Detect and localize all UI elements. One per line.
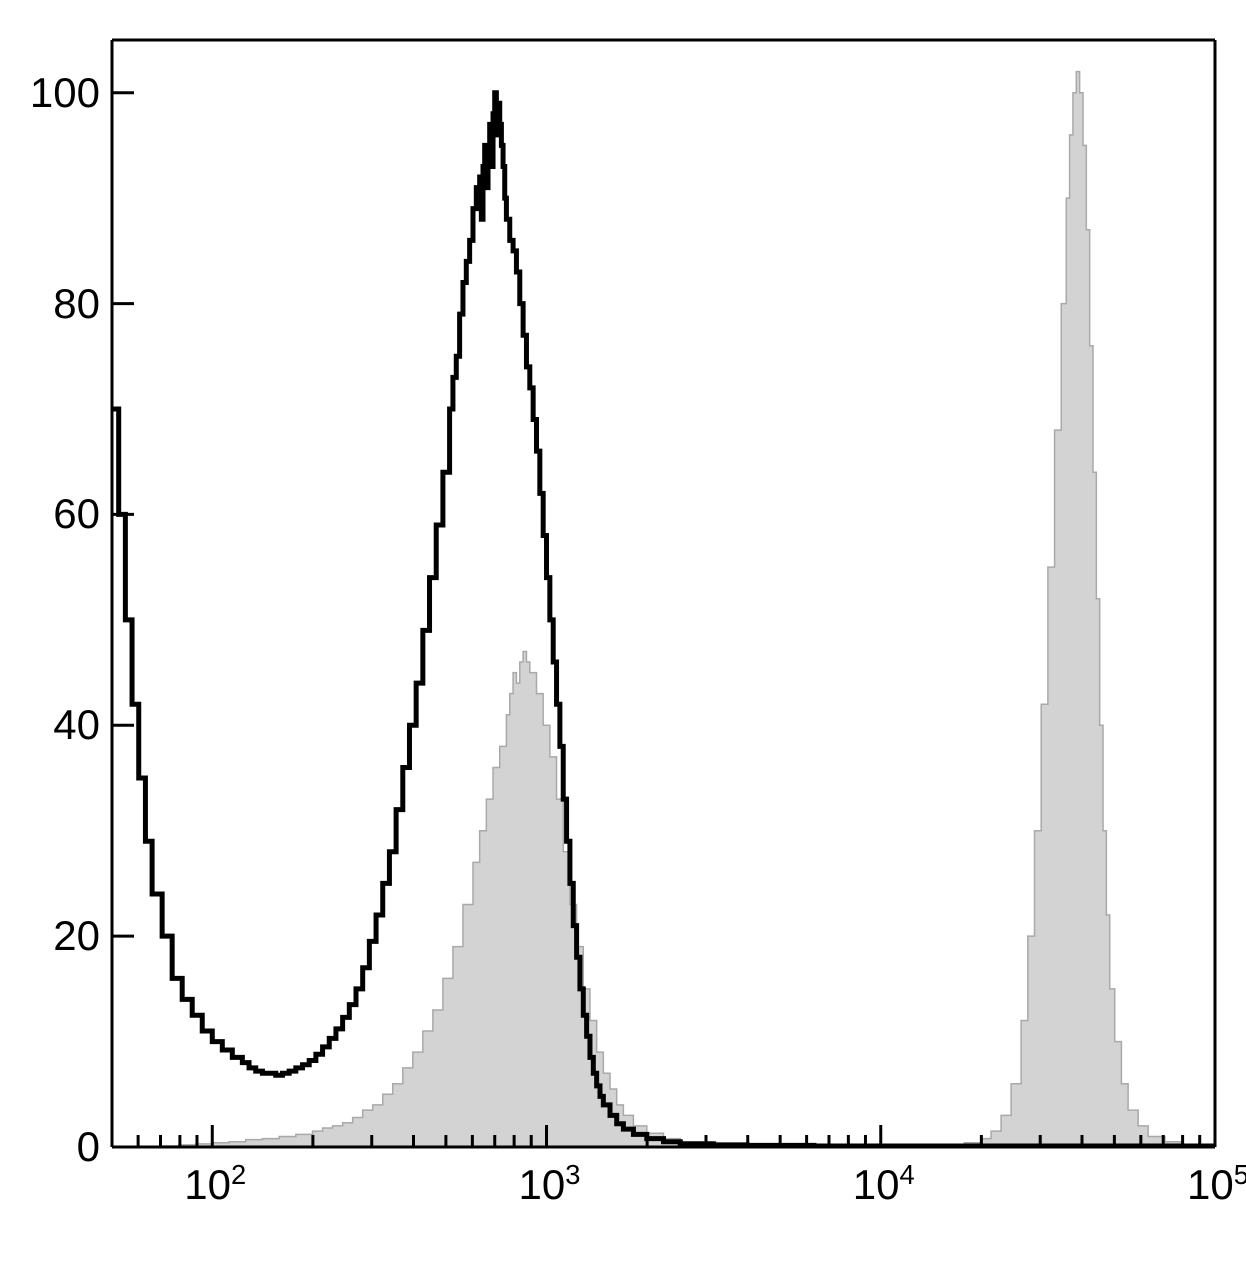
chart-svg [0, 0, 1246, 1280]
y-tick-label: 60 [53, 490, 100, 538]
x-tick-label: 105 [1187, 1161, 1246, 1209]
x-tick-label: 102 [184, 1161, 246, 1209]
x-tick-label: 103 [519, 1161, 581, 1209]
x-tick-label: 104 [853, 1161, 915, 1209]
y-tick-label: 80 [53, 280, 100, 328]
series-filled-histogram [145, 72, 1215, 1147]
y-tick-label: 20 [53, 912, 100, 960]
histogram-chart: 0 20 40 60 80 100 102 103 104 105 [0, 0, 1246, 1280]
y-tick-label: 40 [53, 701, 100, 749]
y-tick-label: 100 [30, 69, 100, 117]
y-tick-label: 0 [77, 1123, 100, 1171]
